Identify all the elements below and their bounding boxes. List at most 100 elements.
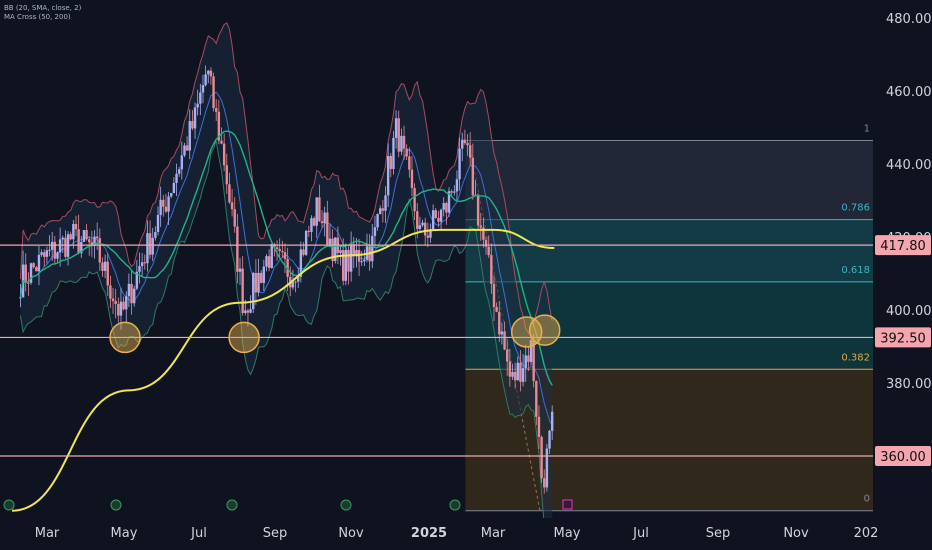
candle-body [490,255,493,284]
candle-body [341,250,345,281]
candle-body [238,268,242,272]
candle-body [267,256,271,268]
time-tick-label: 2025 [411,526,447,541]
candle-body [302,249,305,255]
candle-body [297,276,300,282]
candle-body [212,76,215,109]
candle-body [445,202,448,213]
candle-body [487,246,490,256]
candle-body [307,230,310,232]
candle-body [140,262,144,267]
candle-body [90,242,94,246]
earnings-icon[interactable] [110,499,122,511]
candle-body [500,331,504,335]
candle-body [106,261,109,286]
support-circle[interactable] [510,316,543,348]
candle-body [360,261,363,263]
time-axis-panel[interactable] [0,518,932,550]
candle-body [127,283,131,297]
support-circle[interactable] [109,321,141,354]
candle-body [114,301,117,304]
support-circle[interactable] [228,321,260,354]
candle-body [450,191,453,193]
candle-body [431,210,435,230]
candle-body [461,139,464,149]
earnings-markers[interactable] [3,499,573,511]
fib-zone [465,219,876,282]
candle-body [349,244,353,272]
candle-body [379,208,382,215]
bb-upper [19,22,553,335]
candle-body [257,272,260,293]
bb-indicator-label[interactable]: BB (20, SMA, close, 2) [4,4,82,12]
candle-body [167,196,170,212]
support-circle[interactable] [528,314,561,346]
price-level-tag [875,445,931,466]
earnings-icon[interactable] [226,499,238,511]
price-level-tag-text: 392.50 [880,331,926,346]
candle-body [495,306,498,312]
candle-body [543,478,546,488]
candle-body [334,237,337,262]
candle-body [405,148,408,157]
candle-body [156,214,160,233]
candle-body [498,311,501,335]
fib-zone [465,140,876,220]
candle-body [77,229,80,254]
ma-cross-indicator-label[interactable]: MA Cross (50, 200) [4,13,71,21]
candle-body [516,362,519,381]
candle-body [185,145,189,151]
time-tick-label: Jul [190,526,207,541]
candle-body [397,118,400,152]
candle-body [233,209,236,227]
price-axis-panel[interactable] [873,0,932,550]
time-tick-label: Mar [35,526,60,541]
price-tick-label: 380.00 [886,377,932,392]
candle-body [339,250,342,254]
earnings-icon[interactable] [340,499,352,511]
candle-body [318,197,321,222]
candle-body [408,156,411,170]
candle-body [82,230,86,242]
candle-body [540,436,543,479]
candle-body [527,355,530,362]
candle-body [217,111,221,141]
candle-body [146,233,149,264]
candle-body [143,262,146,264]
price-tick-label: 480.00 [886,12,932,27]
candle-body [254,272,258,293]
candle-body [29,263,33,283]
candle-body [331,238,334,262]
support-circles[interactable] [109,314,561,354]
time-tick-label: May [554,526,581,541]
candle-body [479,225,482,228]
candle-body [37,254,41,272]
candle-body [74,223,78,230]
candle-body [230,202,234,210]
candle-body [429,229,432,238]
candle-body [423,222,427,236]
candle-body [347,250,350,272]
candle-body [199,92,202,104]
candle-body [410,169,414,188]
candle-body [45,250,49,257]
horizontal-levels[interactable] [0,244,873,457]
price-level-labels: 417.80 392.50 360.00 [875,235,931,466]
candle-body [193,107,197,129]
candle-body [482,227,485,240]
upcoming-earnings-icon[interactable] [562,499,573,510]
candle-body [191,121,194,129]
candle-body [413,187,416,212]
candle-body [426,235,430,238]
earnings-icon[interactable] [3,499,15,511]
earnings-icon[interactable] [449,499,461,511]
candle-body [548,430,551,449]
candle-body [103,261,107,271]
bb-basis [19,91,553,426]
candle-body [519,362,522,382]
candle-body [513,372,517,381]
candle-body [117,303,120,316]
candle-body [265,256,268,267]
candle-body [69,234,72,240]
